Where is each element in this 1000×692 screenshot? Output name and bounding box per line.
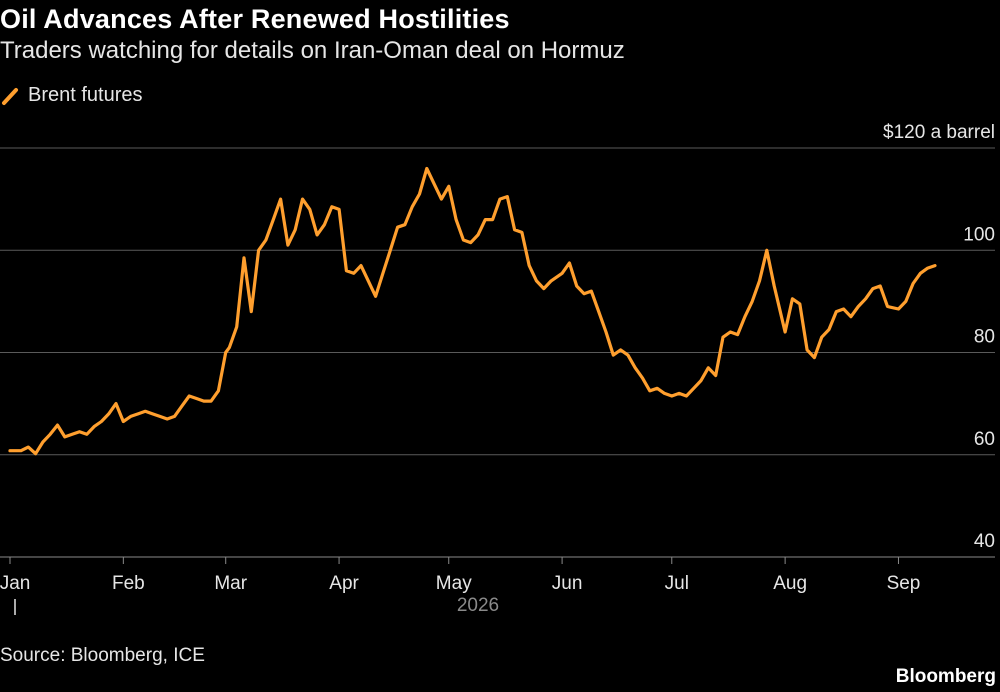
y-axis: 40 60 80 100 $120 a barrel <box>883 122 995 552</box>
grid-lines <box>0 147 995 558</box>
y-tick-label: 100 <box>963 224 995 245</box>
legend-label: Brent futures <box>28 84 143 106</box>
series-group <box>8 166 937 456</box>
x-tick-label: Jul <box>665 573 689 594</box>
x-tick-label: Apr <box>329 573 359 594</box>
chart-title: Oil Advances After Renewed Hostilities <box>0 4 510 34</box>
x-axis: Jan Feb Mar Apr May Jun Jul Aug Sep 2026 <box>0 557 920 616</box>
y-tick-label: 60 <box>974 429 995 450</box>
legend: Brent futures <box>0 84 143 107</box>
x-tick-label: May <box>436 573 472 594</box>
series-line-brent-futures <box>8 166 937 456</box>
x-tick-label: Aug <box>773 573 807 594</box>
year-label: 2026 <box>457 595 499 616</box>
x-tick-label: Feb <box>112 573 145 594</box>
brand-logo: Bloomberg <box>895 666 996 687</box>
chart-subtitle: Traders watching for details on Iran-Oma… <box>0 37 625 64</box>
y-tick-label: $120 a barrel <box>883 122 995 143</box>
x-tick-label: Mar <box>214 573 247 594</box>
legend-swatch-icon <box>2 87 18 105</box>
y-tick-label: 80 <box>974 327 995 348</box>
y-tick-label: 40 <box>974 531 995 552</box>
x-tick-label: Sep <box>887 573 921 594</box>
source-note: Source: Bloomberg, ICE <box>0 645 205 666</box>
x-tick-label: Jan <box>0 573 30 594</box>
x-tick-label: Jun <box>552 573 583 594</box>
